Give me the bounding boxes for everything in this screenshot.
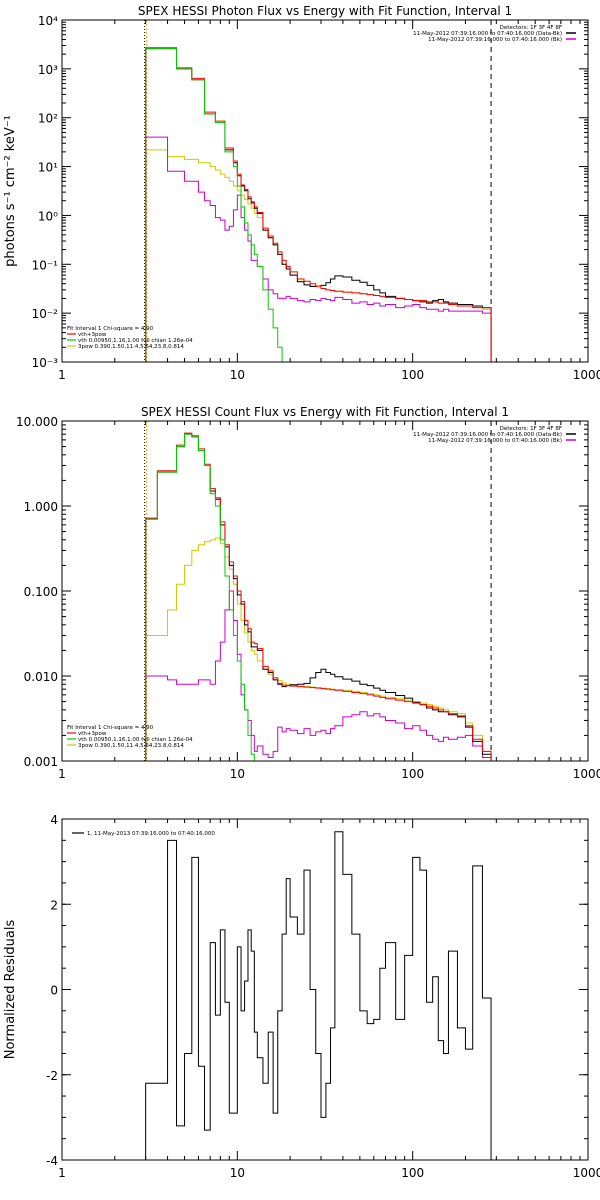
header-line: 11-May-2012 07:39:16.000 to 07:40:16.000…: [413, 31, 562, 37]
series-1-11-may-2013-07-39-16-000-to-07-40-16-000: [145, 831, 492, 1160]
series-3pow: [145, 537, 492, 761]
series-vth-3pow: [145, 47, 492, 362]
header-line: 11-May-2012 07:39:16.000 to 07:40:16.000…: [428, 438, 562, 444]
legend-entry: vth+3pow: [78, 332, 107, 338]
x-tick-label: 100: [401, 1166, 424, 1180]
series-bk: [145, 136, 492, 362]
y-tick-label: 0: [50, 984, 58, 998]
series-data-bk: [145, 48, 492, 362]
y-tick-label: 10⁻³: [32, 356, 59, 370]
legend-entry: Fit Interval 1 Chi-square = 4.90: [67, 725, 154, 731]
x-tick-label: 1: [58, 767, 66, 781]
x-tick-label: 100: [401, 368, 424, 382]
y-tick-label: 4: [50, 813, 58, 827]
legend-entry: vth 0.00950,1.16,1.00 full chian 1.26e-0…: [78, 737, 193, 743]
legend-entry: vth+3pow: [78, 731, 107, 737]
x-tick-label: 1000: [573, 767, 600, 781]
y-tick-label: 10³: [38, 63, 58, 77]
plot-frame: [61, 420, 589, 762]
y-tick-label: 0.001: [24, 755, 58, 769]
y-tick-label: -2: [46, 1069, 58, 1083]
chart-title: SPEX HESSI Count Flux vs Energy with Fit…: [141, 405, 509, 419]
y-axis-label: photons s⁻¹ cm⁻² keV⁻¹: [3, 115, 18, 267]
x-tick-label: 100: [401, 767, 424, 781]
legend-entry: 3pow 0.390,1.50,11.4,5.64,23.8,0.814: [78, 743, 184, 749]
plot-frame: [61, 19, 589, 363]
x-tick-label: 10: [230, 1166, 245, 1180]
series-vth-3pow: [145, 432, 492, 761]
series-vth: [145, 433, 492, 761]
header-line: Detectors: 1F 3F 4F 8F: [500, 25, 562, 31]
series-bk: [145, 590, 492, 761]
y-tick-label: 10¹: [38, 161, 58, 175]
legend-entry: 3pow 0.390,1.50,11.4,5.64,23.8,0.814: [78, 344, 184, 350]
header-line: 11-May-2012 07:39:16.000 to 07:40:16.000…: [413, 432, 562, 438]
y-tick-label: 10.000: [16, 415, 58, 429]
y-tick-label: 10⁰: [38, 209, 58, 223]
y-tick-label: 1.000: [24, 500, 58, 514]
x-tick-label: 10: [230, 368, 245, 382]
legend-entry: vth 0.00950,1.16,1.00 full chian 1.26e-0…: [78, 338, 193, 344]
header-line: 11-May-2012 07:39:16.000 to 07:40:16.000…: [428, 37, 562, 43]
y-axis-label: Normalized Residuals: [3, 920, 18, 1060]
legend-entry: 1. 11-May-2013 07:39:16.000 to 07:40:16.…: [87, 831, 215, 837]
header-line: Detectors: 1F 3F 4F 8F: [500, 426, 562, 432]
y-tick-label: 0.100: [24, 585, 58, 599]
y-tick-label: 10²: [38, 112, 58, 126]
plot-frame: [61, 818, 589, 1161]
y-tick-label: 10⁴: [38, 14, 58, 28]
y-tick-label: 2: [50, 898, 58, 912]
chart-panel-2: SPEX HESSI Count Flux vs Energy with Fit…: [16, 405, 600, 781]
x-tick-label: 1000: [573, 1166, 600, 1180]
legend-entry: Fit Interval 1 Chi-square = 4.90: [67, 326, 154, 332]
series-vth: [145, 48, 492, 362]
x-tick-label: 1: [58, 368, 66, 382]
x-tick-label: 10: [230, 767, 245, 781]
series-data-bk: [145, 433, 492, 761]
y-tick-label: -4: [46, 1154, 58, 1168]
x-tick-label: 1: [58, 1166, 66, 1180]
y-tick-label: 10⁻²: [32, 307, 59, 321]
chart-panel-3: 1 10 100 1000 -4 -2 0 2 4 Normalized Residuals 1. …: [3, 813, 600, 1180]
x-tick-label: 1000: [573, 368, 600, 382]
y-tick-label: 10⁻¹: [32, 258, 59, 272]
chart-title: SPEX HESSI Photon Flux vs Energy with Fi…: [138, 4, 512, 18]
y-tick-label: 0.010: [24, 670, 58, 684]
chart-panel-1: SPEX HESSI Photon Flux vs Energy with Fi…: [3, 4, 600, 382]
